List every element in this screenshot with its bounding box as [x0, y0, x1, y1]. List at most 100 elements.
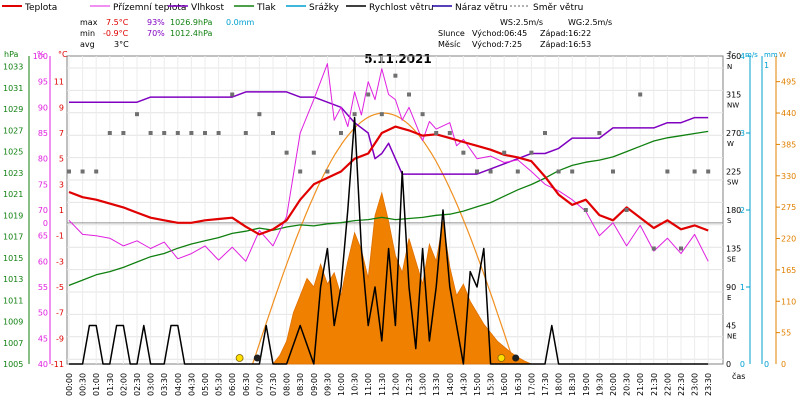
x-tick-label: 12:30	[405, 373, 414, 396]
wind-direction-point	[611, 169, 615, 174]
wind-direction-point	[543, 131, 547, 135]
wind-direction-point	[366, 92, 371, 97]
x-tick-label: 08:00	[283, 373, 292, 396]
stats-min-temp: -0.9°C	[103, 29, 129, 38]
wind-direction-point	[583, 208, 588, 212]
stats-moon-set: Západ:16:53	[540, 40, 591, 49]
x-axis-label: čas	[732, 371, 745, 381]
wind-direction-point	[148, 131, 153, 135]
rain-zero-tick: 0	[764, 360, 769, 369]
stats-max-press: 1026.9hPa	[170, 18, 213, 27]
x-tick-label: 02:30	[133, 373, 142, 396]
x-tick-label: 04:00	[174, 373, 183, 396]
x-tick-label: 00:00	[65, 373, 74, 396]
wind-direction-point	[189, 131, 194, 135]
direction-compass-label: NE	[727, 333, 737, 341]
wind-direction-point	[502, 150, 507, 155]
legend-smer: Směr větru	[533, 3, 583, 13]
sunset-marker	[497, 354, 506, 362]
solar-tick: 275	[781, 203, 796, 212]
stats-sun-label: Slunce	[438, 29, 465, 38]
wind-direction-point	[271, 131, 275, 135]
stats-block: max 7.5°C 93% 1026.9hPa 0.0mm min -0.9°C…	[80, 18, 612, 49]
legend-prizemni: Přízemní teplota	[113, 3, 186, 13]
solar-tick: 385	[781, 140, 796, 149]
pressure-tick: 1017	[3, 233, 23, 242]
wind-direction-point	[651, 246, 656, 251]
direction-tick: 0	[726, 360, 731, 369]
temperature-tick: -11	[51, 360, 64, 369]
moonrise-marker	[253, 354, 261, 362]
wind-direction-point	[257, 112, 262, 117]
solar-tick: 330	[781, 172, 796, 181]
wind-direction-layer	[67, 73, 711, 251]
legend-vlhkost: Vlhkost	[191, 3, 224, 13]
sunrise-marker	[235, 354, 244, 362]
wind-direction-point	[515, 169, 520, 174]
x-tick-label: 12:00	[391, 373, 400, 396]
humidity-tick: 45	[38, 334, 48, 343]
series-layer	[68, 63, 709, 365]
temperature-tick: -3	[56, 257, 64, 266]
legend-naraz: Náraz větru	[455, 3, 508, 13]
stats-max-rain: 0.0mm	[226, 18, 255, 27]
moonset-marker	[512, 354, 520, 362]
humidity-tick: 95	[38, 78, 48, 87]
direction-tick: 180	[726, 206, 741, 215]
wind-direction-point	[488, 169, 493, 174]
temperature-tick: -9	[56, 334, 64, 343]
unit-hpa: hPa	[4, 50, 19, 59]
x-tick-label: 04:30	[187, 373, 196, 396]
x-tick-label: 13:30	[432, 373, 441, 396]
pressure-line	[68, 130, 709, 287]
stats-min-label: min	[80, 29, 95, 38]
pressure-tick: 1015	[3, 254, 23, 263]
legend-tlak: Tlak	[256, 3, 277, 13]
wind-direction-point	[624, 208, 629, 212]
temperature-line	[68, 125, 709, 236]
x-tick-label: 05:30	[215, 373, 224, 396]
direction-tick: 270	[726, 129, 741, 138]
wind-direction-point	[706, 169, 711, 174]
wind-direction-point	[298, 169, 303, 174]
ground-temperature-line	[68, 63, 709, 262]
x-tick-label: 17:00	[527, 373, 536, 396]
solar-tick: 165	[781, 266, 796, 275]
stats-avg-temp: 3°C	[114, 40, 129, 49]
humidity-tick: 80	[38, 155, 48, 164]
wind-direction-point	[107, 131, 112, 135]
x-tick-label: 23:30	[704, 373, 713, 396]
wind-direction-point	[135, 112, 139, 117]
wind-direction-point	[339, 131, 343, 135]
solar-tick: 220	[781, 235, 796, 244]
x-tick-label: 13:00	[419, 373, 428, 396]
wind-direction-point	[175, 131, 180, 135]
direction-tick: 360	[726, 52, 741, 61]
pressure-tick: 1007	[3, 339, 23, 348]
wind-direction-point	[461, 150, 466, 155]
x-tick-label: 22:00	[663, 373, 672, 396]
direction-compass-label: S	[727, 217, 732, 225]
x-tick-label: 01:00	[92, 373, 101, 396]
x-tick-label: 23:00	[691, 373, 700, 396]
stats-ws: WS:2.5m/s	[500, 18, 543, 27]
humidity-tick: 65	[38, 232, 48, 241]
humidity-zero-tick: 0	[43, 219, 48, 228]
solar-zero-tick: 0	[781, 360, 786, 369]
stats-avg-label: avg	[80, 40, 95, 49]
wind-direction-point	[379, 112, 384, 117]
x-tick-label: 09:00	[310, 373, 319, 396]
x-tick-label: 06:30	[242, 373, 251, 396]
wind-direction-point	[529, 150, 534, 155]
x-tick-label: 09:30	[323, 373, 332, 396]
temperature-tick: 5	[59, 155, 64, 164]
temperature-tick: 11	[54, 78, 64, 87]
unit-w: W	[779, 51, 786, 59]
stats-sun-set: Západ:16:22	[540, 29, 591, 38]
temperature-tick: 7	[59, 129, 64, 138]
humidity-tick: 75	[38, 180, 48, 189]
solar-tick: 55	[781, 329, 791, 338]
x-tick-label: 18:00	[555, 373, 564, 396]
